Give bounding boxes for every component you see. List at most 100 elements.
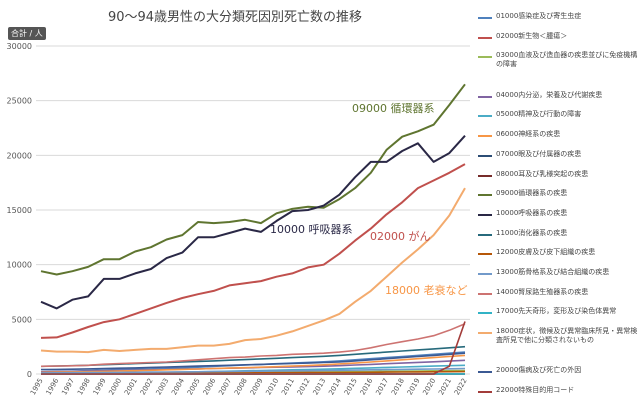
y-tick-label: 5000 <box>12 315 32 324</box>
legend-label: 06000神経系の疾患 <box>496 130 560 139</box>
series-line <box>41 322 465 375</box>
annotations: 09000 循環器系 10000 呼吸器系 02000 がん 18000 老衰など <box>270 102 468 297</box>
legend-swatch <box>478 56 492 58</box>
x-tick-label: 2022 <box>453 377 469 396</box>
legend-swatch <box>478 96 492 98</box>
y-tick-label: 25000 <box>7 97 32 106</box>
legend-item: 08000耳及び乳様突起の疾患 <box>478 170 638 190</box>
x-tick-label: 2007 <box>217 377 233 396</box>
legend-label: 12000皮膚及び皮下組織の疾患 <box>496 248 595 257</box>
legend-item: 07000眼及び付属器の疾患 <box>478 150 638 170</box>
legend-item: 12000皮膚及び皮下組織の疾患 <box>478 248 638 268</box>
legend-label: 20000傷病及び死亡の外因 <box>496 366 581 375</box>
legend-label: 08000耳及び乳様突起の疾患 <box>496 170 588 179</box>
x-tick-label: 2021 <box>437 377 453 396</box>
legend-item: 10000呼吸器系の疾患 <box>478 209 638 229</box>
x-tick-label: 2006 <box>202 377 218 397</box>
x-tick-label: 2017 <box>374 377 390 396</box>
x-tick-label: 2012 <box>296 377 312 396</box>
x-tick-label: 2003 <box>155 377 171 396</box>
legend-label: 11000消化器系の疾患 <box>496 229 567 238</box>
y-tick-label: 30000 <box>7 42 32 51</box>
x-tick-label: 2010 <box>264 377 280 396</box>
legend-label: 07000眼及び付属器の疾患 <box>496 150 581 159</box>
y-tick-label: 20000 <box>7 151 32 160</box>
x-tick-label: 1995 <box>29 377 45 396</box>
legend-item: 13000筋骨格系及び結合組織の疾患 <box>478 268 638 288</box>
legend-swatch <box>478 234 492 236</box>
series-annotation: 18000 老衰など <box>385 283 468 297</box>
legend-label: 05000精神及び行動の障害 <box>496 110 581 119</box>
x-tick-label: 2001 <box>123 377 139 396</box>
series-annotation: 10000 呼吸器系 <box>270 223 353 236</box>
x-tick-label: 2019 <box>406 377 422 396</box>
legend-swatch <box>478 37 492 39</box>
x-tick-labels: 1995 1996 1997 1998 1999 2000 2001 2002 2003 2004… <box>29 377 469 397</box>
y-tick-label: 0 <box>27 370 32 379</box>
legend-label: 04000内分泌，栄養及び代謝疾患 <box>496 91 602 100</box>
x-tick-label: 2009 <box>249 377 265 396</box>
x-tick-label: 2011 <box>280 377 296 396</box>
legend-item: 02000新生物＜腫瘍＞ <box>478 32 638 52</box>
legend: 01000感染症及び寄生虫症 02000新生物＜腫瘍＞ 03000血液及び造血器の疾… <box>478 12 638 406</box>
x-tick-label: 1997 <box>60 377 76 396</box>
x-tick-label: 2013 <box>312 377 328 396</box>
legend-label: 22000特殊目的用コード <box>496 386 574 395</box>
legend-swatch <box>478 391 492 393</box>
legend-label: 01000感染症及び寄生虫症 <box>496 12 581 21</box>
legend-swatch <box>478 115 492 117</box>
legend-label: 14000腎尿路生殖器系の疾患 <box>496 288 588 297</box>
x-tick-label: 2002 <box>139 377 155 396</box>
x-tick-label: 1999 <box>92 377 108 396</box>
y-tick-labels: 0 5000 10000 15000 20000 25000 30000 <box>7 42 32 379</box>
series-annotation: 09000 循環器系 <box>352 102 435 115</box>
legend-item: 18000症状，徴候及び異常臨床所見・異常検査所見で他に分類されないもの <box>478 327 638 366</box>
x-tick-label: 2014 <box>327 377 343 397</box>
legend-swatch <box>478 175 492 177</box>
legend-item: 09000循環器系の疾患 <box>478 189 638 209</box>
legend-item: 06000神経系の疾患 <box>478 130 638 150</box>
x-tick-label: 2015 <box>343 377 359 396</box>
series-annotation: 02000 がん <box>370 229 431 243</box>
legend-swatch <box>478 194 492 196</box>
x-tick-label: 1996 <box>45 377 61 397</box>
x-tick-label: 2016 <box>359 377 375 397</box>
legend-swatch <box>478 135 492 137</box>
y-axis-unit-label: 合計 / 人 <box>8 27 46 40</box>
legend-swatch <box>478 253 492 255</box>
x-tick-label: 2020 <box>421 377 437 396</box>
y-tick-label: 10000 <box>7 261 32 270</box>
x-tick-label: 1998 <box>76 377 92 396</box>
legend-item: 03000血液及び造血器の疾患並びに免疫機構の障害 <box>478 51 638 90</box>
legend-swatch <box>478 273 492 275</box>
legend-item: 22000特殊目的用コード <box>478 386 638 406</box>
legend-item: 20000傷病及び死亡の外因 <box>478 366 638 386</box>
chart-title: 90～94歳男性の大分類死因別死亡数の推移 <box>0 6 470 25</box>
legend-label: 17000先天奇形，変形及び染色体異常 <box>496 307 616 316</box>
legend-item: 05000精神及び行動の障害 <box>478 110 638 130</box>
legend-swatch <box>478 17 492 19</box>
legend-swatch <box>478 293 492 295</box>
legend-label: 09000循環器系の疾患 <box>496 189 567 198</box>
legend-item: 01000感染症及び寄生虫症 <box>478 12 638 32</box>
x-tick-label: 2008 <box>233 377 249 396</box>
legend-label: 18000症状，徴候及び異常臨床所見・異常検査所見で他に分類されないもの <box>496 327 638 345</box>
legend-swatch <box>478 371 492 373</box>
legend-label: 13000筋骨格系及び結合組織の疾患 <box>496 268 609 277</box>
legend-swatch <box>478 312 492 314</box>
legend-swatch <box>478 214 492 216</box>
legend-item: 04000内分泌，栄養及び代謝疾患 <box>478 91 638 111</box>
legend-swatch <box>478 332 492 334</box>
x-tick-label: 2000 <box>107 377 123 396</box>
y-tick-label: 15000 <box>7 206 32 215</box>
legend-item: 11000消化器系の疾患 <box>478 229 638 249</box>
grid-lines <box>36 46 470 374</box>
legend-swatch <box>478 155 492 157</box>
legend-label: 10000呼吸器系の疾患 <box>496 209 567 218</box>
x-tick-label: 2004 <box>170 377 186 397</box>
legend-item: 14000腎尿路生殖器系の疾患 <box>478 288 638 308</box>
legend-label: 02000新生物＜腫瘍＞ <box>496 32 567 41</box>
series-line <box>41 164 465 338</box>
x-tick-label: 2005 <box>186 377 202 396</box>
legend-label: 03000血液及び造血器の疾患並びに免疫機構の障害 <box>496 51 638 69</box>
